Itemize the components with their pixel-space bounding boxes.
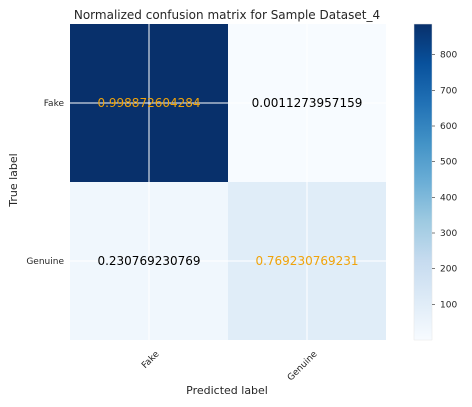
colorbar-tick-label: 300 — [440, 229, 457, 239]
chart-title: Normalized confusion matrix for Sample D… — [74, 8, 380, 22]
colorbar-tick-label: 700 — [440, 86, 457, 96]
x-tick-label: Genuine — [286, 349, 320, 383]
y-tick-label: Genuine — [26, 257, 64, 267]
x-axis-label: Predicted label — [186, 384, 268, 397]
colorbar-tick-label: 800 — [440, 51, 457, 61]
heatmap-cell-labels: 0.998872604284 0.0011273957159 0.230769230… — [97, 96, 362, 268]
x-tick-labels: Fake Genuine — [140, 349, 320, 383]
colorbar-tick-label: 600 — [440, 122, 457, 132]
heatmap-grid — [70, 24, 386, 340]
cell-value-label: 0.769230769231 — [255, 254, 358, 268]
y-tick-label: Fake — [44, 99, 65, 109]
x-tick-label: Fake — [140, 349, 162, 371]
y-axis-label: True label — [7, 153, 20, 207]
colorbar — [413, 23, 433, 341]
colorbar-tick-label: 500 — [440, 158, 457, 168]
colorbar-tick-label: 100 — [440, 300, 457, 310]
cell-value-label: 0.998872604284 — [97, 96, 200, 110]
cell-value-label: 0.230769230769 — [97, 254, 200, 268]
colorbar-tick-label: 200 — [440, 265, 457, 275]
heatmap-cells — [70, 24, 386, 340]
colorbar-ticks: 100 200 300 400 500 600 700 800 — [432, 51, 457, 310]
y-tick-labels: Fake Genuine — [26, 99, 64, 267]
colorbar-tick-label: 400 — [440, 193, 457, 203]
cell-value-label: 0.0011273957159 — [252, 96, 363, 110]
